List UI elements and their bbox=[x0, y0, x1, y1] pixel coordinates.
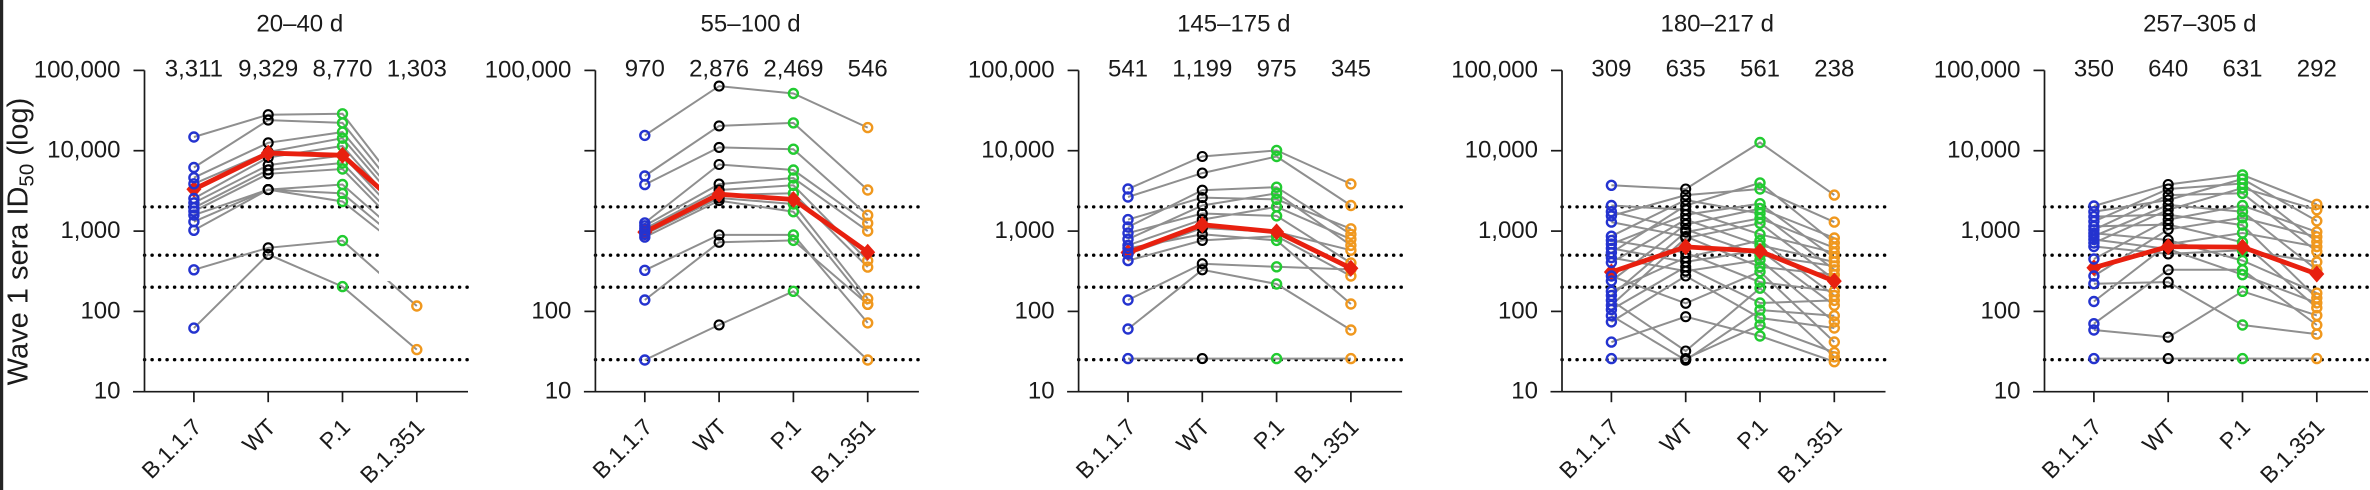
svg-text:10: 10 bbox=[94, 378, 121, 405]
svg-text:238: 238 bbox=[1814, 56, 1854, 83]
svg-text:350: 350 bbox=[2074, 56, 2114, 83]
svg-text:8,770: 8,770 bbox=[312, 56, 372, 83]
svg-text:100: 100 bbox=[80, 297, 120, 324]
svg-text:180–217 d: 180–217 d bbox=[1660, 11, 1773, 38]
svg-text:100,000: 100,000 bbox=[34, 56, 121, 83]
svg-text:257–305 d: 257–305 d bbox=[2143, 11, 2256, 38]
svg-text:10: 10 bbox=[1994, 378, 2021, 405]
svg-text:1,000: 1,000 bbox=[1478, 217, 1538, 244]
svg-text:10: 10 bbox=[1511, 378, 1538, 405]
svg-text:100,000: 100,000 bbox=[1934, 56, 2021, 83]
svg-text:100,000: 100,000 bbox=[1451, 56, 1538, 83]
svg-text:100: 100 bbox=[1015, 297, 1055, 324]
svg-text:292: 292 bbox=[2297, 56, 2337, 83]
svg-text:631: 631 bbox=[2222, 56, 2262, 83]
svg-text:3,311: 3,311 bbox=[165, 56, 223, 83]
svg-text:9,329: 9,329 bbox=[238, 56, 298, 83]
svg-text:100: 100 bbox=[1498, 297, 1538, 324]
svg-text:10,000: 10,000 bbox=[1947, 137, 2020, 164]
svg-text:100,000: 100,000 bbox=[485, 56, 572, 83]
svg-text:345: 345 bbox=[1331, 56, 1371, 83]
svg-text:541: 541 bbox=[1108, 56, 1148, 83]
svg-text:10,000: 10,000 bbox=[1465, 137, 1538, 164]
svg-text:975: 975 bbox=[1257, 56, 1297, 83]
svg-text:10,000: 10,000 bbox=[47, 137, 120, 164]
svg-text:20–40 d: 20–40 d bbox=[256, 11, 343, 38]
svg-text:10,000: 10,000 bbox=[981, 137, 1054, 164]
svg-text:1,000: 1,000 bbox=[60, 217, 120, 244]
svg-text:309: 309 bbox=[1591, 56, 1631, 83]
svg-text:10: 10 bbox=[545, 378, 572, 405]
svg-text:970: 970 bbox=[625, 56, 665, 83]
svg-text:10: 10 bbox=[1028, 378, 1055, 405]
svg-text:2,469: 2,469 bbox=[763, 56, 823, 83]
svg-text:100: 100 bbox=[1980, 297, 2020, 324]
svg-text:546: 546 bbox=[848, 56, 888, 83]
svg-text:1,000: 1,000 bbox=[995, 217, 1055, 244]
svg-text:635: 635 bbox=[1666, 56, 1706, 83]
svg-text:55–100 d: 55–100 d bbox=[701, 11, 801, 38]
svg-text:100: 100 bbox=[531, 297, 571, 324]
svg-text:100,000: 100,000 bbox=[968, 56, 1055, 83]
svg-text:1,303: 1,303 bbox=[387, 56, 447, 83]
svg-text:1,199: 1,199 bbox=[1172, 56, 1232, 83]
svg-text:2,876: 2,876 bbox=[689, 56, 749, 83]
svg-text:145–175 d: 145–175 d bbox=[1177, 11, 1290, 38]
svg-text:Wave 1 sera ID50 (log): Wave 1 sera ID50 (log) bbox=[3, 98, 39, 386]
svg-text:640: 640 bbox=[2148, 56, 2188, 83]
svg-text:1,000: 1,000 bbox=[1960, 217, 2020, 244]
svg-text:561: 561 bbox=[1740, 56, 1780, 83]
